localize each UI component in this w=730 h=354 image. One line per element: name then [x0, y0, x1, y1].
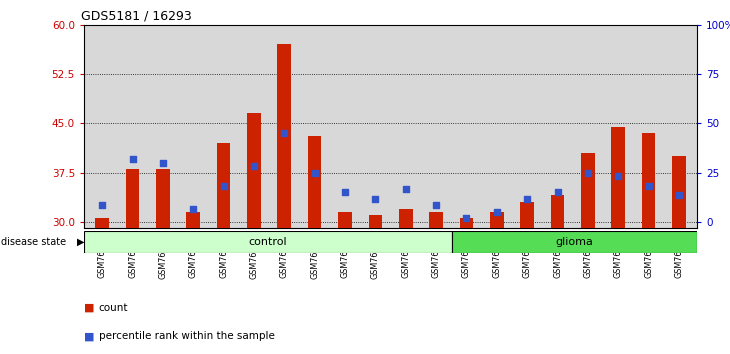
Bar [247, 113, 261, 228]
Bar [550, 195, 564, 228]
Bar [338, 212, 352, 228]
Bar [84, 231, 452, 253]
Bar [156, 169, 169, 228]
Point [673, 193, 685, 198]
Bar [126, 169, 139, 228]
Point [552, 189, 564, 195]
Text: disease state: disease state [1, 237, 66, 247]
Text: GDS5181 / 16293: GDS5181 / 16293 [81, 9, 192, 22]
Point [582, 170, 593, 175]
Bar [460, 218, 473, 228]
Point [339, 189, 351, 195]
Text: control: control [249, 237, 287, 247]
Point [642, 183, 654, 188]
Bar [452, 231, 697, 253]
Bar [308, 136, 321, 228]
Text: percentile rank within the sample: percentile rank within the sample [99, 331, 274, 341]
Text: count: count [99, 303, 128, 313]
Text: glioma: glioma [556, 237, 593, 247]
Point [248, 163, 260, 169]
Point [400, 186, 412, 192]
Bar [672, 156, 685, 228]
Bar [186, 212, 200, 228]
Bar [217, 143, 231, 228]
Text: ■: ■ [84, 331, 94, 341]
Point [309, 170, 320, 175]
Bar [642, 133, 656, 228]
Bar [399, 209, 412, 228]
Bar [369, 215, 383, 228]
Point [127, 156, 139, 162]
Bar [520, 202, 534, 228]
Point [369, 196, 381, 202]
Point [521, 196, 533, 202]
Point [96, 202, 108, 208]
Text: ■: ■ [84, 303, 94, 313]
Point [188, 206, 199, 211]
Point [491, 209, 503, 215]
Point [430, 202, 442, 208]
Point [461, 216, 472, 221]
Bar [612, 127, 625, 228]
Bar [581, 153, 595, 228]
Point [612, 173, 624, 179]
Text: ▶: ▶ [77, 237, 85, 247]
Point [278, 130, 290, 136]
Bar [429, 212, 443, 228]
Point [218, 183, 229, 188]
Point [157, 160, 169, 166]
Bar [96, 218, 109, 228]
Bar [490, 212, 504, 228]
Bar [277, 45, 291, 228]
